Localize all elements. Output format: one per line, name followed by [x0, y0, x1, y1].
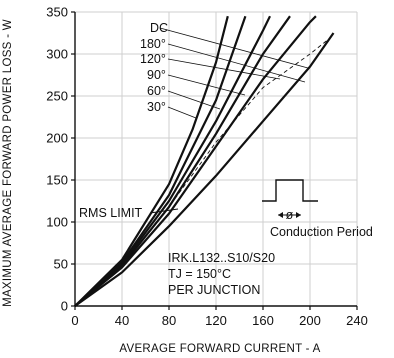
curve-DC	[74, 32, 335, 307]
annotation-text: Conduction Period	[270, 225, 373, 239]
conduction-waveform-icon	[262, 179, 318, 202]
legend-label: 90°	[147, 68, 166, 82]
phi-symbol: ø	[286, 208, 294, 222]
legend-leader-line	[167, 74, 246, 96]
legend-leader-line	[159, 27, 309, 69]
y-tick-label: 350	[46, 5, 68, 20]
y-tick-label: 50	[54, 257, 68, 272]
arrow-right-icon	[296, 212, 301, 218]
legend-leader-line	[167, 43, 306, 83]
curves	[74, 15, 335, 307]
annotations: DC 180°120° 90° 60° 30° RMS LIMIT ø Conduction …	[79, 21, 373, 297]
y-tick-label: 300	[46, 47, 68, 62]
x-tick-label: 200	[299, 313, 321, 328]
legend-label: 120°	[140, 52, 166, 66]
y-tick-label: 150	[46, 173, 68, 188]
legend-label: DC	[150, 21, 168, 35]
y-tick-label: 100	[46, 215, 68, 230]
rms-limit-label: RMS LIMIT	[79, 206, 143, 220]
legend-leader-line	[167, 90, 221, 110]
y-tick-label: 250	[46, 89, 68, 104]
legend-label: 60°	[147, 84, 166, 98]
curve-30	[74, 15, 229, 307]
x-tick-label: 160	[252, 313, 274, 328]
rms-limit-leader	[149, 208, 179, 214]
x-axis-title: AVERAGE FORWARD CURRENT - A	[119, 343, 320, 355]
annotation-text: PER JUNCTION	[168, 283, 260, 297]
x-tick-label: 120	[205, 313, 227, 328]
curve-180	[74, 15, 317, 307]
dashed-reference-curve	[74, 36, 332, 307]
x-tick-label: 240	[346, 313, 368, 328]
x-tick-label: 80	[162, 313, 176, 328]
arrow-left-icon	[278, 212, 283, 218]
y-axis-title: MAXIMUM AVERAGE FORWARD POWER LOSS - W	[2, 19, 14, 307]
legend-leader-line	[167, 106, 197, 119]
axes: 0 40 80 120 160 200 240 0 50 100 150 200 250 300 350 AV…	[2, 5, 368, 356]
x-tick-label: 0	[71, 313, 78, 328]
y-tick-label: 200	[46, 131, 68, 146]
legend-label: 180°	[140, 37, 166, 51]
x-tick-label: 40	[115, 313, 129, 328]
legend-leader-line	[167, 58, 281, 80]
annotation-text: IRK.L132..S10/S20	[168, 251, 275, 265]
legend-label: 30°	[147, 100, 166, 114]
annotation-text: TJ = 150°C	[168, 267, 231, 281]
y-tick-label: 0	[61, 299, 68, 314]
